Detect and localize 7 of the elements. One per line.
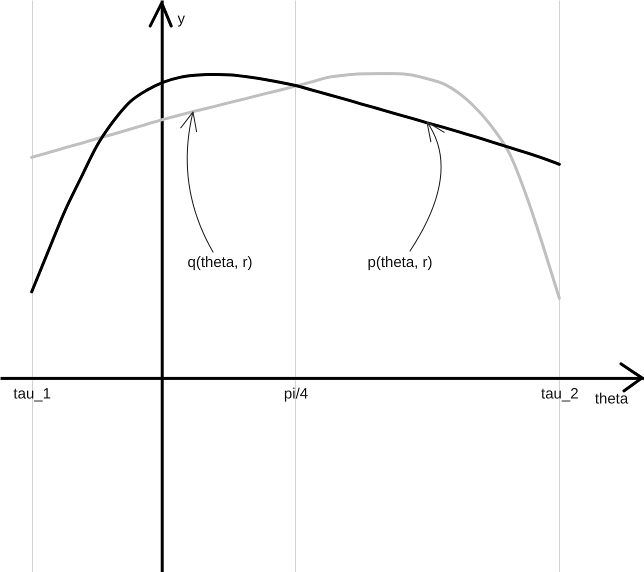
y-axis-title: y xyxy=(177,10,186,28)
annotation: q(theta, r) xyxy=(187,254,253,271)
x-tick-label: pi/4 xyxy=(284,385,308,402)
x-tick-label: tau_1 xyxy=(13,385,51,402)
x-tick-label: tau_2 xyxy=(541,385,579,402)
x-axis-title: theta xyxy=(594,390,629,408)
annotation: p(theta, r) xyxy=(367,254,433,271)
